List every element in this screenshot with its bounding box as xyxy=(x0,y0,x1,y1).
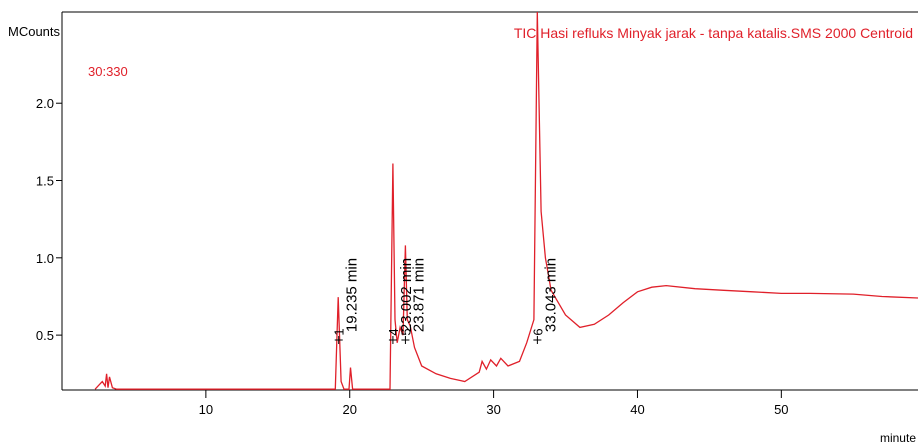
x-axis-label: minute xyxy=(880,431,916,445)
x-tick-label: 40 xyxy=(630,402,644,417)
x-tick-label: 10 xyxy=(199,402,213,417)
y-tick-label: 1.0 xyxy=(36,251,54,266)
subtitle: 30:330 xyxy=(88,64,128,79)
peak-time: 23.002 min xyxy=(398,258,415,332)
peak-number: 5 xyxy=(398,328,413,335)
y-tick-label: 1.5 xyxy=(36,174,54,189)
peak-time: 23.871 min xyxy=(410,258,427,332)
peak-number: 4 xyxy=(386,328,401,335)
peak-number: 1 xyxy=(332,328,347,335)
y-tick-label: 2.0 xyxy=(36,96,54,111)
x-tick-label: 20 xyxy=(342,402,356,417)
peak-number: 6 xyxy=(530,328,545,335)
chart-title: TIC Hasi refluks Minyak jarak - tanpa ka… xyxy=(514,25,913,41)
y-tick-label: 0.5 xyxy=(36,328,54,343)
x-tick-label: 30 xyxy=(486,402,500,417)
trace xyxy=(94,11,918,390)
y-axis-label: MCounts xyxy=(8,24,61,39)
peak-time: 33.043 min xyxy=(542,258,559,332)
x-tick-label: 50 xyxy=(774,402,788,417)
peak-time: 19.235 min xyxy=(344,258,361,332)
